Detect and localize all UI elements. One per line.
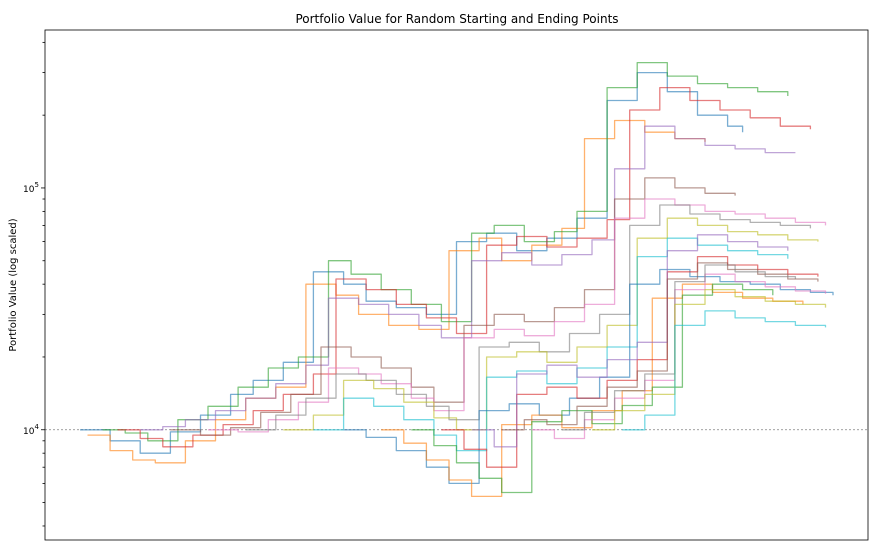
series-line-18 bbox=[561, 264, 797, 431]
series-line-16 bbox=[501, 262, 819, 431]
series-line-7 bbox=[208, 198, 827, 433]
series-line-11 bbox=[343, 268, 834, 485]
chart-title: Portfolio Value for Random Starting and … bbox=[295, 12, 618, 26]
series-line-10 bbox=[313, 237, 789, 452]
series-line-15 bbox=[471, 234, 789, 448]
y-tick-base: 10 bbox=[23, 185, 35, 195]
series-line-9 bbox=[283, 217, 819, 431]
series-line-8 bbox=[245, 204, 812, 431]
series-line-12 bbox=[381, 283, 804, 498]
series-line-2 bbox=[87, 119, 706, 464]
series-line-20 bbox=[622, 310, 827, 431]
y-axis-label: Portfolio Value (log scaled) bbox=[8, 218, 19, 351]
series-line-19 bbox=[592, 288, 827, 431]
series-line-6 bbox=[170, 177, 736, 436]
y-tick-label: 104 bbox=[23, 423, 39, 437]
plot-frame bbox=[44, 29, 869, 541]
series-layer bbox=[80, 61, 834, 498]
series-line-13 bbox=[411, 283, 774, 494]
y-tick-exponent: 4 bbox=[34, 423, 39, 431]
series-line-5 bbox=[140, 125, 796, 431]
y-tick-label: 105 bbox=[23, 181, 39, 195]
y-tick-base: 10 bbox=[23, 427, 35, 437]
y-tick-exponent: 5 bbox=[34, 181, 38, 189]
series-line-4 bbox=[117, 86, 812, 448]
series-line-3 bbox=[102, 61, 789, 442]
